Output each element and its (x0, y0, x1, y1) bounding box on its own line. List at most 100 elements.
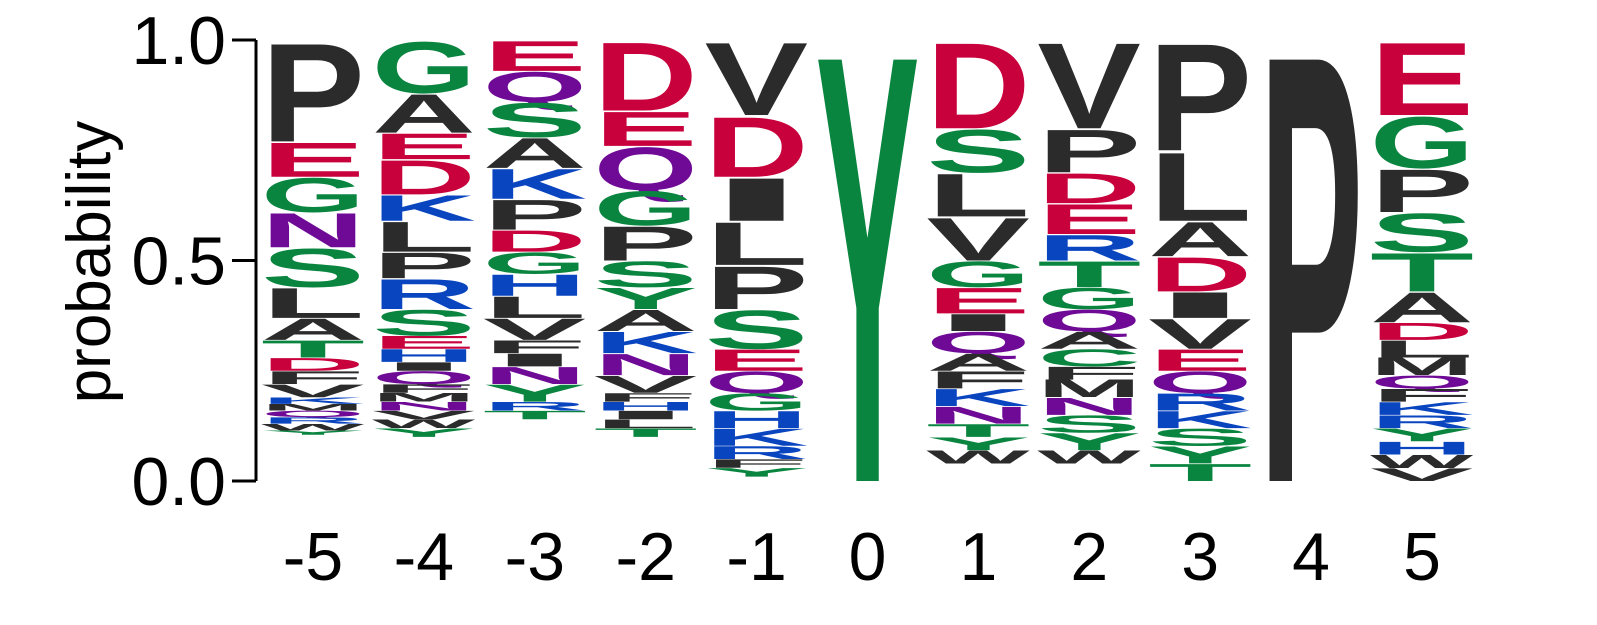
x-tick-label: 3 (1181, 519, 1219, 595)
residue-letter: S (1037, 410, 1141, 437)
residue-letter: F (1037, 363, 1141, 384)
residue-letter: G (705, 389, 809, 416)
residue-letter: P (1037, 117, 1141, 185)
residue-letter: R (705, 442, 809, 463)
residue-letter: T (926, 420, 1030, 441)
residue-letter: I (1148, 285, 1252, 326)
residue-letter: K (1370, 398, 1474, 419)
residue-letter: S (705, 299, 809, 361)
x-tick-label: -2 (615, 519, 675, 595)
residue-letter: T (1370, 241, 1474, 303)
residue-letter: R (483, 399, 587, 413)
x-tick-label: 5 (1403, 519, 1441, 595)
residue-letter: P (705, 254, 809, 322)
residue-letter: V (1037, 17, 1141, 155)
residue-letter: R (1370, 411, 1474, 432)
residue-letter: A (372, 83, 476, 145)
residue-letter: Y (1148, 441, 1252, 468)
residue-letter: P (1148, 12, 1252, 183)
y-axis: 0.0 0.5 1.0 (131, 3, 258, 520)
residue-letter: R (261, 415, 365, 425)
residue-letter: E (1037, 195, 1141, 243)
y-tick-label: 0.0 (131, 444, 226, 520)
residue-letter: K (705, 423, 809, 451)
residue-letter: L (372, 213, 476, 261)
residue-letter: F (483, 336, 587, 357)
residue-letter: Y (705, 466, 809, 480)
residue-letter: Y (594, 281, 698, 315)
residue-letter: I (926, 309, 1030, 336)
residue-letter: D (594, 22, 698, 132)
residue-letter: V (261, 381, 365, 401)
y-axis-title: probability (55, 121, 124, 404)
residue-letter: Q (261, 409, 365, 419)
residue-letter: A (1037, 326, 1141, 354)
residue-letter: S (483, 93, 587, 148)
residue-letter: H (1370, 438, 1474, 459)
residue-letter: A (926, 348, 1030, 376)
residue-letter: G (926, 254, 1030, 295)
residue-letter: H (594, 399, 698, 413)
residue-letter: L (594, 417, 698, 431)
residue-letter: H (705, 406, 809, 434)
residue-letter: V (483, 312, 587, 346)
residue-letter: E (926, 280, 1030, 321)
residue-letter: G (1370, 101, 1474, 183)
residue-letter: E (372, 126, 476, 167)
logo-columns: PEGNSLATDFVKMQRWYGAEDKLPRSEHIQFMNVWYEQSA… (261, 0, 1474, 611)
residue-letter: R (1148, 388, 1252, 416)
residue-letter: W (1370, 451, 1473, 472)
residue-letter: C (1037, 344, 1141, 372)
residue-letter: M (372, 391, 476, 405)
residue-letter: K (594, 326, 698, 360)
residue-letter: G (1037, 281, 1141, 315)
residue-letter: N (261, 203, 365, 258)
residue-letter: E (483, 32, 587, 80)
residue-letter: E (1148, 343, 1252, 377)
residue-letter: E (1370, 22, 1474, 138)
residue-letter: R (1037, 228, 1141, 269)
residue-letter: N (594, 348, 698, 382)
x-tick-label: 2 (1070, 519, 1108, 595)
residue-letter: P (372, 245, 476, 286)
residue-letter: E (261, 133, 365, 188)
residue-letter: L (1370, 335, 1474, 362)
x-tick-label: -1 (726, 519, 786, 595)
logo-column: P (1259, 0, 1363, 611)
residue-letter: A (261, 313, 365, 347)
residue-letter: L (483, 290, 587, 324)
residue-letter: N (926, 401, 1030, 429)
residue-letter: P (1259, 0, 1363, 611)
residue-letter: W (261, 422, 365, 432)
residue-letter: M (1037, 375, 1141, 402)
residue-letter: K (483, 160, 587, 208)
residue-letter: P (594, 216, 698, 271)
residue-letter: Y (1037, 428, 1141, 455)
residue-letter: N (483, 362, 587, 390)
residue-letter: F (1370, 385, 1474, 406)
residue-letter: D (926, 18, 1030, 155)
residue-letter: Q (1037, 303, 1141, 337)
residue-letter: P (1370, 157, 1474, 225)
residue-letter: D (1370, 318, 1474, 346)
residue-letter: D (372, 150, 476, 205)
residue-letter: T (1148, 459, 1252, 486)
x-tick-label: 4 (1292, 519, 1330, 595)
logo-column: Y (816, 0, 920, 611)
residue-letter: G (594, 181, 698, 236)
residue-letter: V (705, 21, 809, 138)
y-ticks: 0.0 0.5 1.0 (131, 3, 256, 520)
residue-letter: D (261, 354, 365, 375)
x-tick-label: 1 (959, 519, 997, 595)
residue-letter: S (594, 254, 698, 295)
residue-letter: A (1370, 283, 1474, 331)
residue-letter: F (594, 391, 698, 405)
residue-letter: K (926, 384, 1030, 412)
residue-letter: Q (1370, 372, 1474, 392)
